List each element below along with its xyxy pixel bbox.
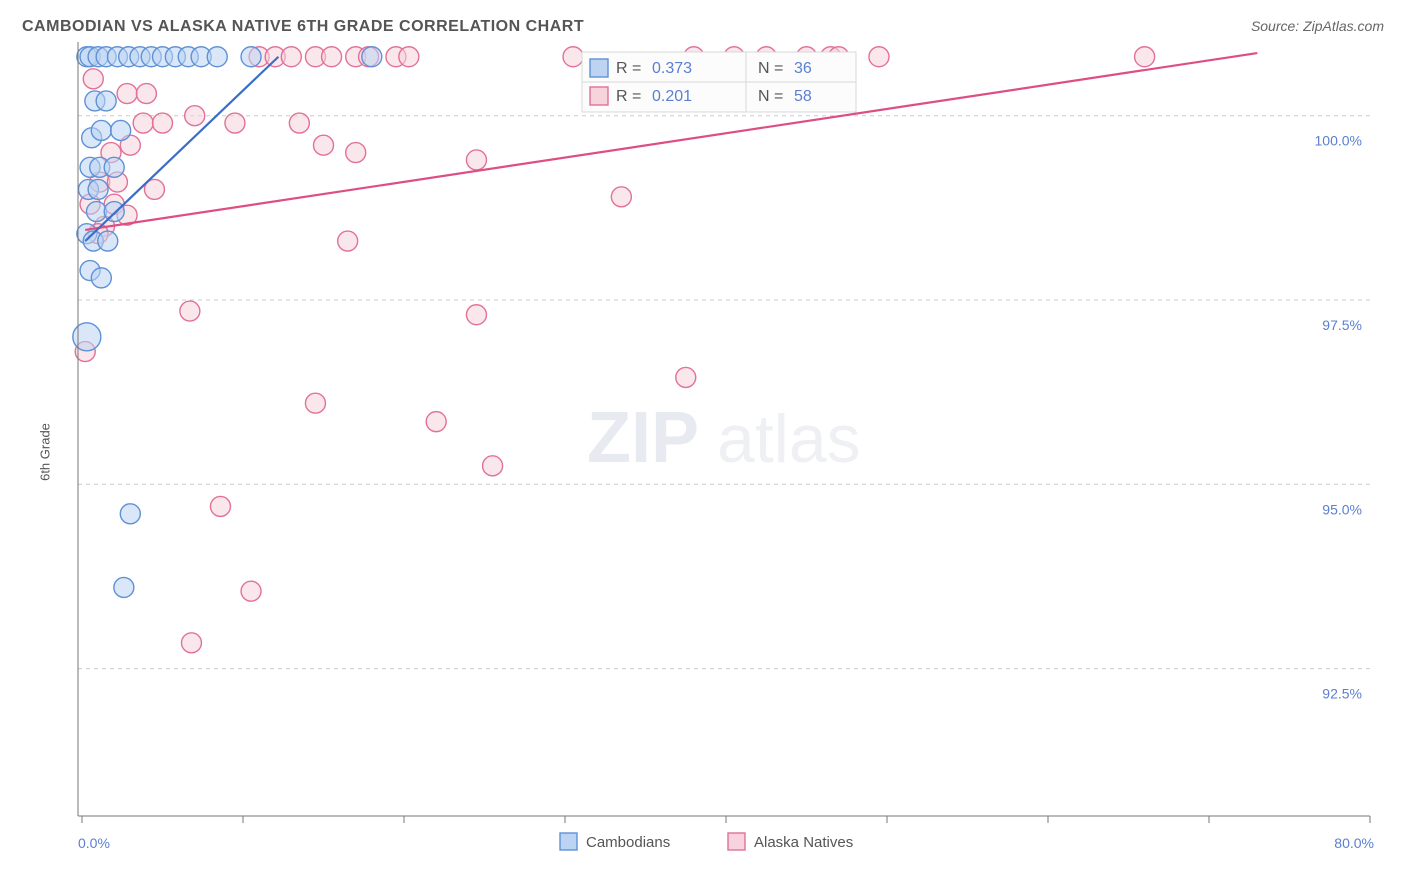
svg-text:atlas: atlas <box>717 401 861 477</box>
svg-text:80.0%: 80.0% <box>1334 835 1374 851</box>
svg-text:0.0%: 0.0% <box>78 835 110 851</box>
chart-area: 6th Grade 92.5% 95.0% 97.5% 100.0% ZIPatlas 0… <box>22 42 1384 862</box>
svg-text:R =: R = <box>616 60 641 77</box>
svg-text:95.0%: 95.0% <box>1322 501 1362 517</box>
svg-text:0.373: 0.373 <box>652 60 692 77</box>
svg-text:R =: R = <box>616 88 641 105</box>
svg-text:0.201: 0.201 <box>652 88 692 105</box>
chart-title: CAMBODIAN VS ALASKA NATIVE 6TH GRADE COR… <box>22 18 584 36</box>
svg-text:58: 58 <box>794 88 812 105</box>
svg-text:N =: N = <box>758 88 783 105</box>
y-axis-label: 6th Grade <box>37 423 52 481</box>
svg-text:100.0%: 100.0% <box>1315 133 1362 149</box>
svg-text:92.5%: 92.5% <box>1322 686 1362 702</box>
svg-text:ZIP: ZIP <box>587 398 699 478</box>
chart-source: Source: ZipAtlas.com <box>1251 18 1384 34</box>
svg-text:Cambodians: Cambodians <box>586 834 670 851</box>
svg-text:36: 36 <box>794 60 812 77</box>
header-row: CAMBODIAN VS ALASKA NATIVE 6TH GRADE COR… <box>22 18 1384 36</box>
svg-text:97.5%: 97.5% <box>1322 317 1362 333</box>
svg-text:Alaska Natives: Alaska Natives <box>754 834 853 851</box>
scatter-chart: 92.5% 95.0% 97.5% 100.0% ZIPatlas 0.0% 80.0% R … <box>22 42 1384 862</box>
svg-text:N =: N = <box>758 60 783 77</box>
